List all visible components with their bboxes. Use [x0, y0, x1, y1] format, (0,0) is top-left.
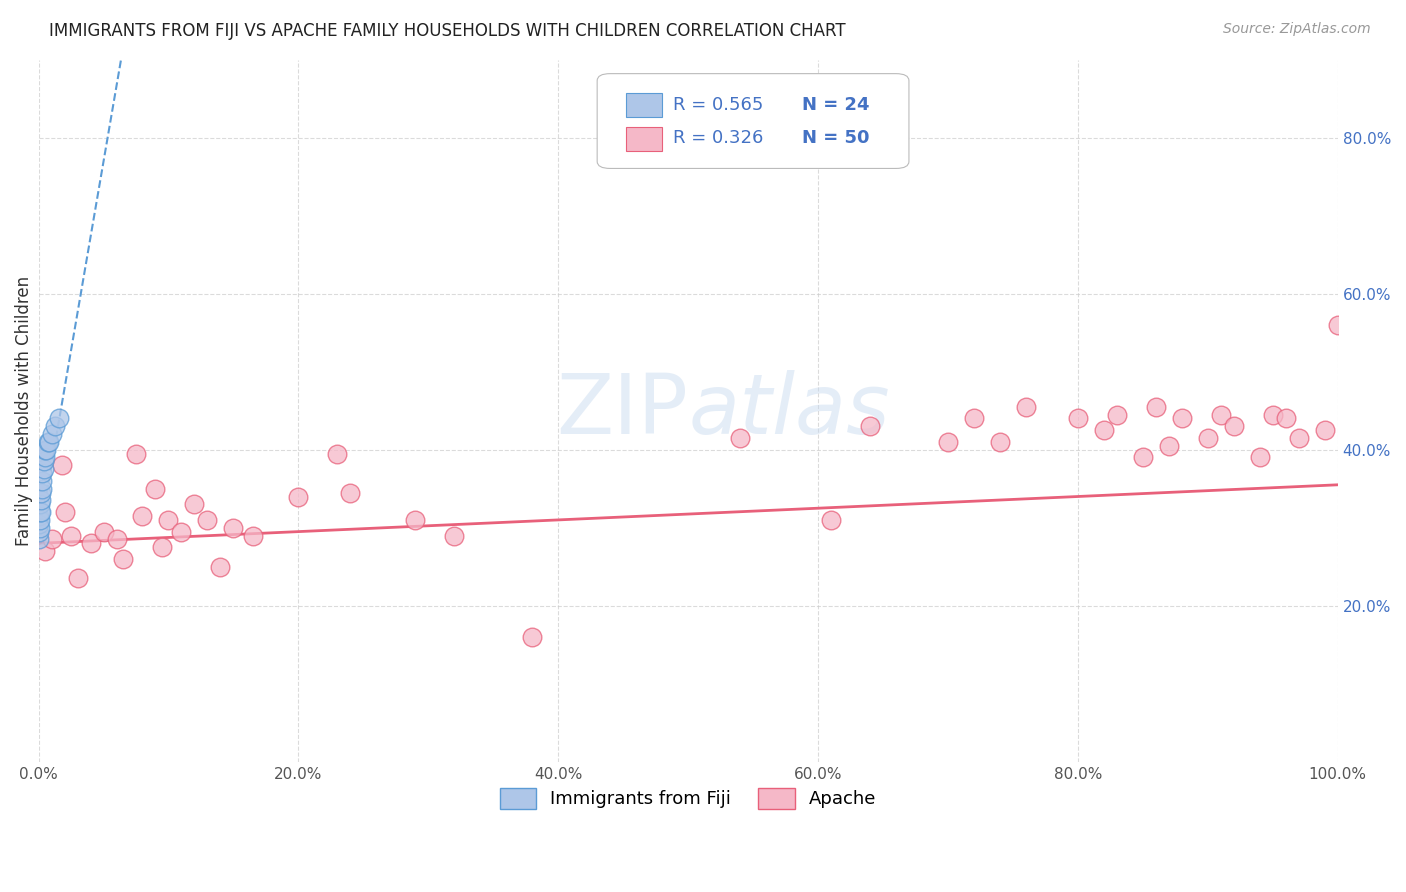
- Point: [28, 521, 51, 535]
- Point: [1197, 431, 1219, 445]
- Text: R = 0.565: R = 0.565: [672, 95, 763, 113]
- Point: [197, 513, 219, 527]
- Point: [60, 528, 83, 542]
- Point: [111, 552, 134, 566]
- Text: atlas: atlas: [688, 370, 890, 451]
- Point: [38, 434, 60, 449]
- FancyBboxPatch shape: [598, 74, 908, 169]
- Point: [1092, 423, 1115, 437]
- Point: [1222, 419, 1244, 434]
- FancyBboxPatch shape: [626, 94, 662, 117]
- Point: [1171, 411, 1194, 425]
- Point: [1144, 400, 1167, 414]
- Point: [963, 411, 986, 425]
- Point: [1209, 408, 1232, 422]
- Point: [242, 528, 264, 542]
- Point: [1105, 408, 1128, 422]
- Point: [859, 419, 882, 434]
- Point: [125, 447, 148, 461]
- Point: [79, 536, 101, 550]
- Point: [150, 540, 173, 554]
- Text: R = 0.326: R = 0.326: [672, 129, 763, 147]
- Point: [34, 442, 56, 457]
- Point: [48, 411, 70, 425]
- Point: [51, 458, 73, 473]
- Point: [183, 497, 205, 511]
- Point: [1274, 411, 1296, 425]
- Point: [35, 442, 58, 457]
- Point: [34, 450, 56, 465]
- Point: [31, 466, 53, 480]
- Text: N = 24: N = 24: [803, 95, 870, 113]
- Point: [66, 571, 89, 585]
- Text: Source: ZipAtlas.com: Source: ZipAtlas.com: [1223, 22, 1371, 37]
- Point: [27, 524, 49, 539]
- Point: [287, 490, 309, 504]
- Point: [131, 508, 153, 523]
- FancyBboxPatch shape: [626, 127, 662, 151]
- Point: [1261, 408, 1284, 422]
- Point: [34, 544, 56, 558]
- Point: [820, 513, 842, 527]
- Point: [32, 454, 55, 468]
- Point: [443, 528, 465, 542]
- Point: [28, 497, 51, 511]
- Point: [170, 524, 193, 539]
- Point: [32, 462, 55, 476]
- Point: [30, 485, 52, 500]
- Y-axis label: Family Households with Children: Family Households with Children: [15, 276, 32, 546]
- Point: [1249, 450, 1271, 465]
- Point: [1288, 431, 1310, 445]
- Point: [728, 431, 751, 445]
- Point: [30, 505, 52, 519]
- Point: [157, 513, 180, 527]
- Point: [27, 508, 49, 523]
- Point: [30, 493, 52, 508]
- Point: [53, 505, 76, 519]
- Text: IMMIGRANTS FROM FIJI VS APACHE FAMILY HOUSEHOLDS WITH CHILDREN CORRELATION CHART: IMMIGRANTS FROM FIJI VS APACHE FAMILY HO…: [49, 22, 846, 40]
- Point: [93, 524, 115, 539]
- Point: [41, 533, 63, 547]
- Point: [31, 482, 53, 496]
- Point: [936, 434, 959, 449]
- Point: [988, 434, 1011, 449]
- Point: [105, 533, 128, 547]
- Point: [1015, 400, 1038, 414]
- Point: [28, 505, 51, 519]
- Point: [44, 419, 66, 434]
- Text: ZIP: ZIP: [557, 370, 688, 451]
- Point: [1326, 318, 1348, 332]
- Point: [31, 474, 53, 488]
- Point: [28, 513, 51, 527]
- Point: [41, 427, 63, 442]
- Point: [27, 533, 49, 547]
- Point: [1132, 450, 1154, 465]
- Legend: Immigrants from Fiji, Apache: Immigrants from Fiji, Apache: [492, 780, 883, 816]
- Point: [404, 513, 426, 527]
- Point: [209, 559, 232, 574]
- Point: [37, 434, 59, 449]
- Point: [1067, 411, 1090, 425]
- Point: [339, 485, 361, 500]
- Point: [326, 447, 349, 461]
- Text: N = 50: N = 50: [803, 129, 870, 147]
- Point: [1157, 439, 1180, 453]
- Point: [27, 516, 49, 531]
- Point: [522, 630, 544, 644]
- Point: [222, 521, 245, 535]
- Point: [1313, 423, 1336, 437]
- Point: [145, 482, 167, 496]
